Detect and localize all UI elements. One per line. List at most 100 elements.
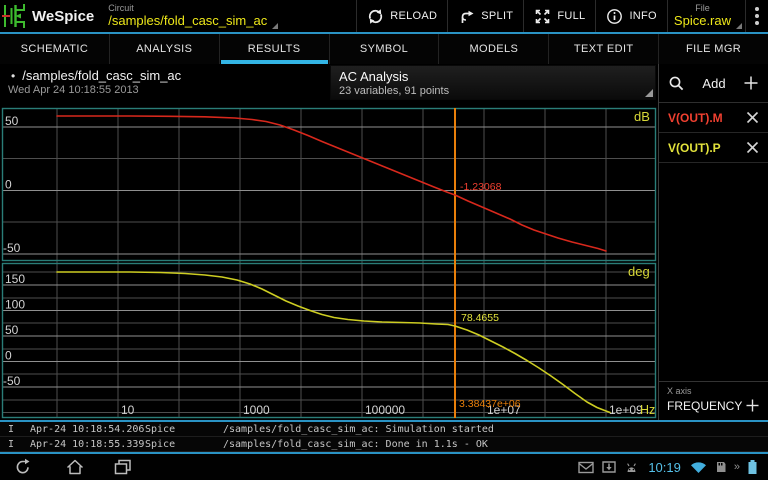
results-header: • /samples/fold_casc_sim_ac Wed Apr 24 1… bbox=[0, 64, 658, 102]
signal-item-vout-p[interactable]: V(OUT).P bbox=[659, 133, 768, 163]
back-button[interactable] bbox=[16, 458, 38, 476]
tab-label: SYMBOL bbox=[359, 43, 409, 55]
spinner-corner-triangle-icon bbox=[645, 89, 653, 97]
search-icon[interactable] bbox=[668, 75, 685, 92]
svg-text:0: 0 bbox=[5, 349, 12, 363]
split-icon bbox=[461, 10, 474, 23]
full-icon bbox=[536, 9, 550, 23]
home-icon bbox=[66, 459, 84, 475]
reload-icon bbox=[369, 8, 383, 24]
full-button[interactable]: FULL bbox=[523, 0, 595, 32]
circuit-label: Circuit bbox=[108, 3, 134, 13]
circuit-selector[interactable]: Circuit /samples/fold_casc_sim_ac bbox=[102, 0, 281, 32]
tab-file-mgr[interactable]: FILE MGR bbox=[659, 34, 768, 64]
status-tray[interactable]: 10:19 » bbox=[578, 459, 758, 475]
download-notification-icon bbox=[602, 461, 617, 473]
tab-analysis[interactable]: ANALYSIS bbox=[110, 34, 220, 64]
overflow-dot bbox=[755, 7, 759, 11]
log-source: Spice bbox=[145, 438, 176, 450]
result-path: /samples/fold_casc_sim_ac bbox=[22, 68, 182, 83]
tab-results[interactable]: RESULTS bbox=[220, 34, 330, 64]
circuit-value: /samples/fold_casc_sim_ac bbox=[108, 13, 268, 28]
app-title: WeSpice bbox=[32, 7, 95, 25]
log-level: I bbox=[8, 423, 15, 435]
sidebar-spacer bbox=[659, 163, 768, 381]
svg-text:1000: 1000 bbox=[243, 403, 270, 417]
svg-text:50: 50 bbox=[5, 323, 19, 337]
file-value: Spice.raw bbox=[673, 13, 731, 28]
overflow-dot bbox=[755, 21, 759, 25]
add-button[interactable]: Add bbox=[702, 75, 726, 91]
close-icon[interactable] bbox=[746, 141, 759, 154]
plot-area[interactable]: 50 0 -50 dB 150 100 50 0 -50 deg 10 1000 100000 1e+07… bbox=[0, 102, 658, 420]
android-debug-icon bbox=[627, 463, 637, 472]
x-axis-plus-icon[interactable] bbox=[745, 398, 760, 413]
split-button[interactable]: SPLIT bbox=[447, 0, 523, 32]
reload-label: RELOAD bbox=[390, 10, 438, 22]
results-pane: • /samples/fold_casc_sim_ac Wed Apr 24 1… bbox=[0, 64, 768, 420]
chevron-right-icon: » bbox=[733, 461, 740, 473]
tab-symbol[interactable]: SYMBOL bbox=[330, 34, 440, 64]
tab-label: TEXT EDIT bbox=[573, 43, 634, 55]
dropdown-triangle-icon bbox=[272, 23, 279, 29]
wespice-logo-icon bbox=[0, 0, 28, 32]
analysis-title: AC Analysis bbox=[339, 69, 409, 84]
signal-name: V(OUT).M bbox=[668, 110, 723, 125]
tab-bar: SCHEMATIC ANALYSIS RESULTS SYMBOL MODELS… bbox=[0, 34, 768, 64]
results-plot[interactable]: 50 0 -50 dB 150 100 50 0 -50 deg 10 1000 100000 1e+07… bbox=[0, 102, 658, 420]
svg-text:10: 10 bbox=[121, 403, 135, 417]
log-row: I Apr-24 10:18:55.339 Spice /samples/fol… bbox=[0, 437, 768, 452]
svg-text:-50: -50 bbox=[3, 241, 21, 255]
tab-models[interactable]: MODELS bbox=[439, 34, 550, 64]
tab-text-edit[interactable]: TEXT EDIT bbox=[549, 34, 660, 64]
svg-text:100: 100 bbox=[5, 298, 25, 312]
result-timestamp: Wed Apr 24 10:18:55 2013 bbox=[8, 84, 139, 96]
tab-schematic[interactable]: SCHEMATIC bbox=[0, 34, 110, 64]
svg-text:deg: deg bbox=[628, 264, 650, 279]
recents-button[interactable] bbox=[112, 458, 134, 476]
split-label: SPLIT bbox=[481, 10, 514, 22]
svg-text:150: 150 bbox=[5, 272, 25, 286]
x-axis-label: X axis bbox=[667, 386, 692, 396]
add-signal-row: Add bbox=[659, 64, 768, 103]
file-selector[interactable]: File Spice.raw bbox=[666, 0, 745, 32]
log-message: /samples/fold_casc_sim_ac: Simulation st… bbox=[223, 423, 494, 435]
wifi-icon bbox=[690, 461, 706, 473]
file-label: File bbox=[695, 3, 710, 13]
x-axis-section: X axis FREQUENCY bbox=[659, 381, 768, 420]
svg-text:0: 0 bbox=[5, 178, 12, 192]
info-button[interactable]: INFO bbox=[595, 0, 666, 32]
info-icon bbox=[607, 8, 623, 24]
tab-label: SCHEMATIC bbox=[20, 43, 89, 55]
battery-icon bbox=[748, 460, 757, 474]
actionbar-spacer bbox=[281, 0, 356, 32]
result-file-info[interactable]: • /samples/fold_casc_sim_ac Wed Apr 24 1… bbox=[0, 64, 330, 102]
log-row: I Apr-24 10:18:54.206 Spice /samples/fol… bbox=[0, 422, 768, 437]
analysis-selector[interactable]: AC Analysis 23 variables, 91 points bbox=[330, 65, 656, 100]
home-button[interactable] bbox=[64, 458, 86, 476]
signal-name: V(OUT).P bbox=[668, 140, 721, 155]
system-navbar: 10:19 » bbox=[0, 452, 768, 480]
add-signal-plus-icon[interactable] bbox=[743, 75, 759, 91]
bullet-icon: • bbox=[11, 68, 16, 83]
x-axis-value[interactable]: FREQUENCY bbox=[667, 398, 743, 413]
action-bar: WeSpice Circuit /samples/fold_casc_sim_a… bbox=[0, 0, 768, 34]
log-time: Apr-24 10:18:55.339 bbox=[30, 438, 145, 450]
log-time: Apr-24 10:18:54.206 bbox=[30, 423, 145, 435]
email-notification-icon bbox=[578, 461, 595, 473]
signal-sidebar: Add V(OUT).M V(OUT).P bbox=[658, 64, 768, 420]
svg-text:50: 50 bbox=[5, 114, 19, 128]
info-label: INFO bbox=[629, 10, 657, 22]
close-icon[interactable] bbox=[746, 111, 759, 124]
svg-text:Hz: Hz bbox=[640, 403, 655, 417]
analysis-subtitle: 23 variables, 91 points bbox=[339, 85, 450, 97]
log-level: I bbox=[8, 438, 15, 450]
overflow-menu-button[interactable] bbox=[745, 0, 768, 32]
svg-text:100000: 100000 bbox=[365, 403, 405, 417]
signal-item-vout-m[interactable]: V(OUT).M bbox=[659, 103, 768, 133]
storage-card-icon bbox=[716, 462, 726, 472]
reload-button[interactable]: RELOAD bbox=[356, 0, 447, 32]
tab-label: ANALYSIS bbox=[136, 43, 193, 55]
svg-text:dB: dB bbox=[634, 109, 650, 124]
